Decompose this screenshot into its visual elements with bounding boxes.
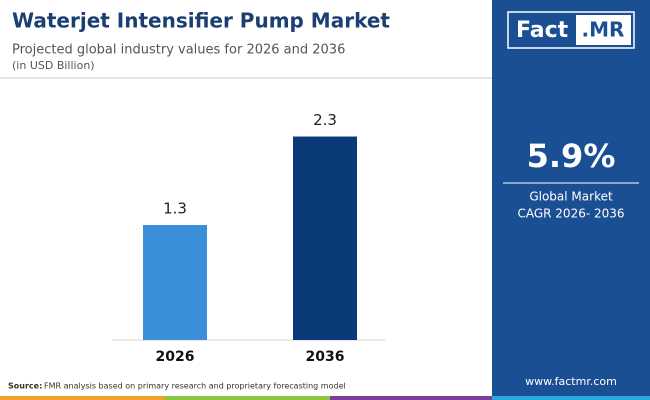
bar [143,225,207,340]
bar [293,136,357,340]
logo-box [576,15,631,45]
logo-main: Fact [516,18,569,43]
source-text: FMR analysis based on primary research a… [44,382,346,391]
data-label: 2.3 [313,111,337,129]
title: Waterjet Intensifier Pump Market [12,9,390,33]
x-tick-label: 2026 [156,349,195,365]
strip [330,396,492,400]
cagr-label: CAGR 2026- 2036 [517,207,624,221]
cagr-label: Global Market [529,190,613,204]
x-tick-label: 2036 [306,349,345,365]
data-label: 1.3 [163,200,187,218]
logo-suffix: .MR [582,18,625,42]
strip [492,396,650,400]
strip [165,396,330,400]
side-panel [492,0,650,400]
strip [0,396,165,400]
subtitle: Projected global industry values for 202… [12,43,345,58]
source-label: Source: [8,382,42,391]
unit-note: (in USD Billion) [12,59,95,72]
website: www.factmr.com [525,375,617,388]
cagr-value: 5.9% [527,137,616,175]
logo-frame [507,11,635,49]
